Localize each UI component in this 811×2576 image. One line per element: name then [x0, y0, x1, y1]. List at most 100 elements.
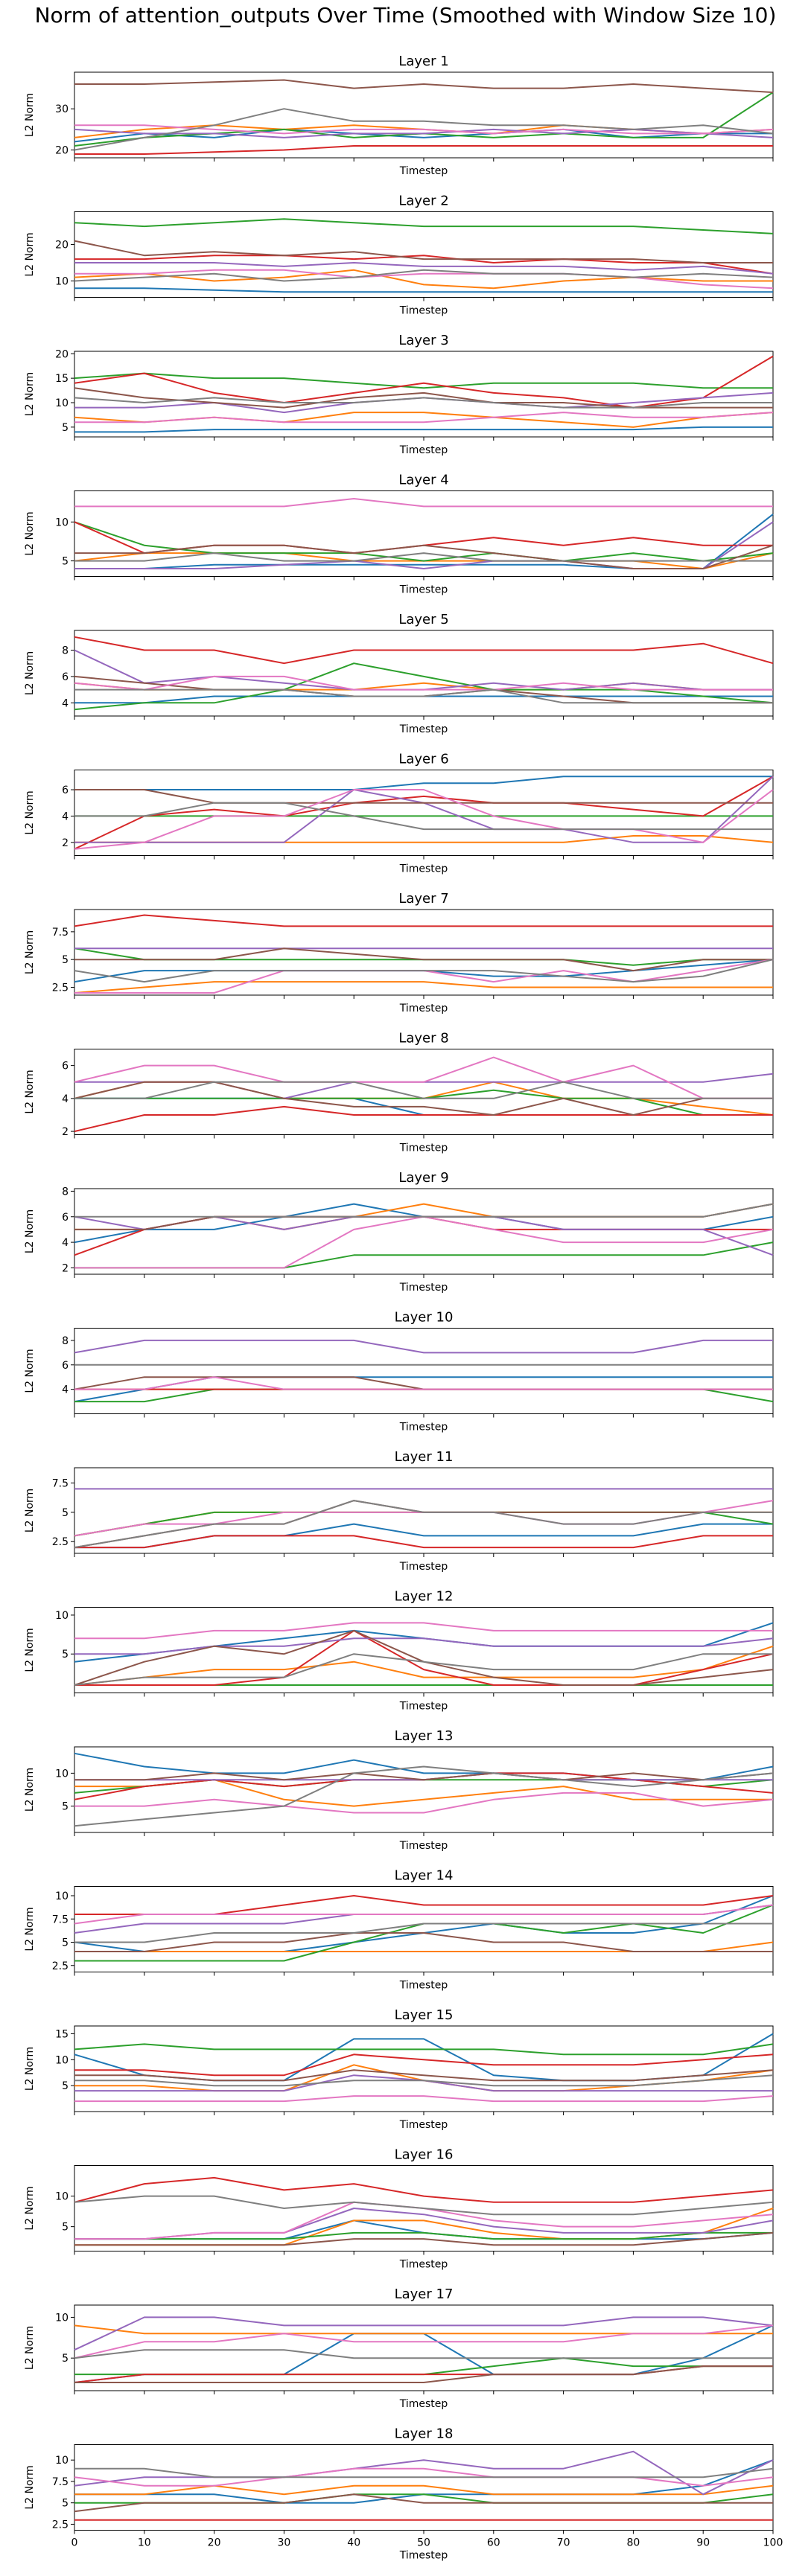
axes-frame — [74, 1049, 774, 1135]
y-tick-label: 2.5 — [52, 982, 69, 994]
axes-frame — [74, 71, 774, 159]
x-axis-label: Timestep — [399, 1142, 448, 1154]
series-line — [74, 128, 774, 138]
y-tick-label: 8 — [62, 1335, 69, 1347]
series-line — [74, 789, 774, 850]
y-tick-label: 8 — [62, 645, 69, 657]
y-tick-label: 10 — [55, 397, 69, 409]
panel-title: Layer 6 — [398, 752, 448, 767]
series-line — [74, 776, 773, 790]
y-axis-label: L2 Norm — [24, 1628, 36, 1672]
panel-title: Layer 16 — [395, 2147, 454, 2163]
series-line — [74, 1500, 773, 1549]
y-tick-label: 5 — [62, 1649, 69, 1661]
y-tick-label: 20 — [55, 144, 69, 156]
y-tick-label: 10 — [55, 2312, 69, 2324]
y-axis-label: L2 Norm — [24, 1489, 36, 1533]
series-line — [74, 1105, 773, 1133]
series-line — [74, 2176, 774, 2203]
y-tick-label: 7.5 — [52, 1477, 69, 1489]
series-line — [74, 959, 774, 983]
y-tick-label: 10 — [55, 2455, 69, 2467]
x-axis-label: Timestep — [399, 305, 448, 317]
series-line — [74, 262, 774, 275]
series-line — [74, 387, 773, 409]
series-line — [74, 128, 773, 143]
x-axis-label: Timestep — [399, 1701, 448, 1713]
y-tick-label: 5 — [62, 422, 69, 434]
series-line — [74, 2357, 773, 2376]
y-tick-label: 7.5 — [52, 2476, 69, 2488]
series-line — [74, 269, 774, 282]
y-axis-label: L2 Norm — [24, 1768, 36, 1812]
series-line — [74, 1904, 774, 1925]
y-tick-label: 8 — [62, 1186, 69, 1198]
series-line — [74, 2195, 774, 2216]
series-line — [74, 1622, 774, 1663]
panel-title: Layer 5 — [398, 612, 448, 627]
x-tick-label: 70 — [557, 2537, 570, 2549]
series-line — [74, 2450, 774, 2496]
series-line — [74, 269, 774, 290]
series-line — [74, 2033, 774, 2082]
x-tick-label: 30 — [277, 2537, 290, 2549]
x-tick-label: 10 — [138, 2537, 151, 2549]
series-line — [74, 124, 774, 135]
panel-title: Layer 4 — [398, 473, 448, 488]
y-axis-label: L2 Norm — [24, 232, 36, 276]
y-tick-label: 15 — [55, 373, 69, 385]
series-line — [74, 552, 773, 562]
series-line — [74, 981, 773, 994]
series-line — [74, 2467, 774, 2478]
series-line — [74, 695, 773, 704]
panel-title: Layer 13 — [395, 1728, 454, 1744]
x-axis-label: Timestep — [399, 2119, 448, 2131]
series-line — [74, 789, 773, 804]
series-line — [74, 426, 773, 433]
y-tick-label: 15 — [55, 2028, 69, 2040]
series-line — [74, 1241, 774, 1269]
series-line — [74, 1073, 774, 1099]
y-axis-label: L2 Norm — [24, 2465, 36, 2509]
y-tick-label: 5 — [62, 1801, 69, 1813]
series-line — [74, 675, 773, 691]
series-line — [74, 498, 773, 508]
series-line — [74, 1056, 773, 1099]
y-tick-label: 5 — [62, 2353, 69, 2365]
series-line — [74, 1535, 773, 1549]
series-line — [74, 218, 774, 234]
y-axis-label: L2 Norm — [24, 1209, 36, 1253]
y-tick-label: 10 — [55, 2191, 69, 2203]
series-line — [74, 79, 774, 94]
y-tick-label: 5 — [62, 1937, 69, 1949]
series-line — [74, 2316, 774, 2351]
series-line — [74, 1388, 774, 1403]
series-line — [74, 1081, 773, 1116]
series-line — [74, 372, 773, 389]
x-tick-label: 90 — [696, 2537, 710, 2549]
series-line — [74, 1895, 774, 1915]
y-tick-label: 5 — [62, 2498, 69, 2510]
series-line — [74, 2467, 774, 2487]
series-line — [74, 269, 773, 290]
y-tick-label: 4 — [62, 1093, 69, 1105]
series-line — [74, 636, 774, 665]
series-line — [74, 1923, 773, 1943]
series-line — [74, 1629, 774, 1686]
axes-frame — [74, 1746, 774, 1833]
x-axis-label: Timestep — [399, 1561, 448, 1573]
y-axis-label: L2 Norm — [24, 1070, 36, 1113]
panel-title: Layer 11 — [395, 1449, 454, 1465]
panel-title: Layer 1 — [398, 54, 448, 69]
series-line — [74, 544, 774, 569]
series-line — [74, 2231, 774, 2246]
series-line — [74, 240, 773, 263]
y-tick-label: 7.5 — [52, 1914, 69, 1925]
x-axis-label: Timestep — [399, 2398, 448, 2410]
series-line — [74, 1081, 773, 1099]
panel-title: Layer 10 — [395, 1310, 454, 1326]
y-tick-label: 5 — [62, 556, 69, 568]
series-line — [74, 2054, 774, 2077]
series-line — [74, 1622, 773, 1640]
